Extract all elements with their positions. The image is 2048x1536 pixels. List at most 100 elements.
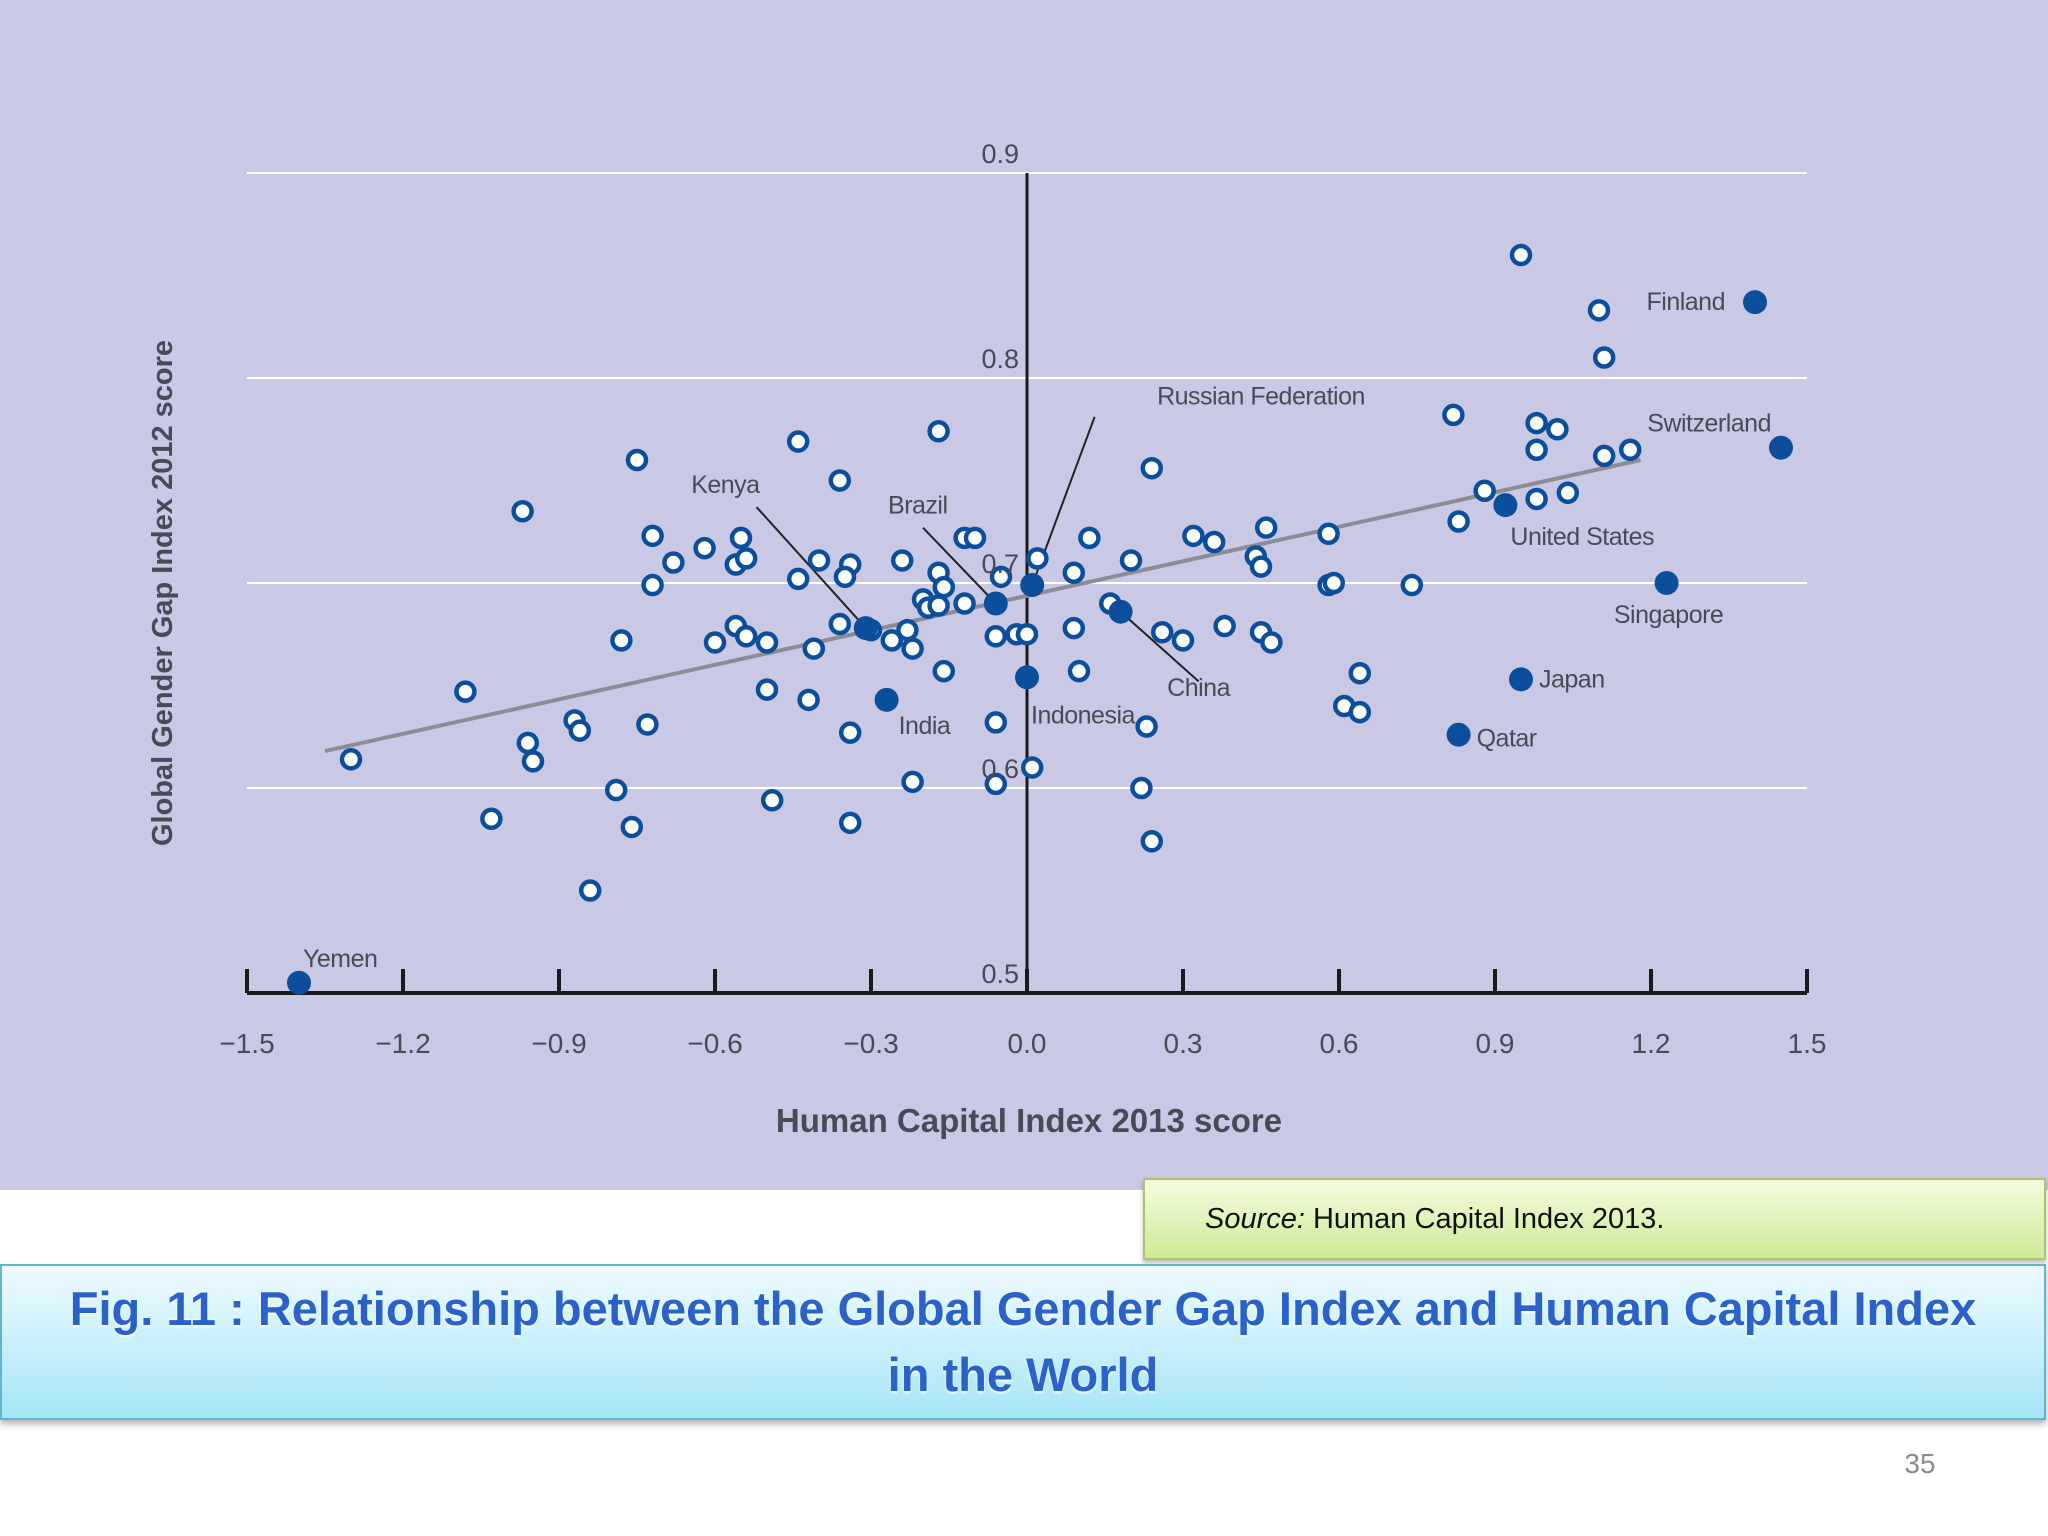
point-label: Qatar	[1477, 725, 1537, 753]
data-point	[838, 811, 862, 835]
highlight-point	[853, 616, 878, 641]
data-point	[755, 678, 779, 701]
data-point	[880, 629, 904, 652]
data-point	[786, 430, 810, 453]
data-point	[734, 547, 758, 570]
point-label: Switzerland	[1647, 410, 1771, 438]
data-point	[838, 721, 862, 744]
data-point	[620, 815, 644, 839]
data-point	[1078, 526, 1101, 550]
data-point	[604, 778, 628, 802]
data-point	[1442, 403, 1465, 427]
data-point	[1202, 530, 1226, 554]
data-point	[1249, 555, 1273, 578]
data-point	[896, 618, 919, 642]
data-point	[1062, 616, 1086, 640]
data-point	[927, 420, 950, 443]
data-point	[1171, 629, 1195, 652]
data-point	[625, 448, 649, 472]
highlight-point	[1493, 493, 1518, 518]
highlight-point	[874, 687, 899, 712]
caption-text: Fig. 11 : Relationship between the Globa…	[69, 1282, 1977, 1401]
data-point	[641, 573, 664, 597]
data-point	[1150, 620, 1174, 644]
data-point	[932, 659, 956, 683]
trend-line	[324, 458, 1642, 754]
data-point	[1067, 659, 1091, 683]
data-point	[734, 625, 758, 648]
leader-line	[922, 526, 997, 605]
data-point	[1140, 456, 1164, 480]
x-tick-label: −0.6	[687, 1028, 742, 1059]
data-point	[610, 629, 633, 652]
data-point	[890, 549, 914, 572]
data-point	[927, 594, 950, 617]
figure-caption: Fig. 11 : Relationship between the Globa…	[0, 1264, 2046, 1420]
source-prefix: Source:	[1205, 1202, 1305, 1235]
point-label: Japan	[1539, 665, 1605, 693]
data-point	[1525, 411, 1548, 435]
data-point	[1062, 561, 1086, 584]
data-point	[339, 748, 363, 771]
data-point	[1130, 776, 1153, 800]
data-point	[786, 567, 810, 591]
data-point	[1260, 631, 1283, 654]
highlight-point	[1015, 665, 1039, 690]
highlight-point	[983, 591, 1008, 616]
data-point	[807, 549, 831, 572]
x-tick-label: 1.2	[1632, 1028, 1671, 1059]
data-point	[578, 879, 602, 902]
data-point	[984, 625, 1008, 648]
point-label: India	[899, 712, 951, 740]
point-label: Yemen	[303, 945, 377, 973]
data-point	[1015, 623, 1039, 646]
data-point	[833, 565, 857, 589]
data-point	[1322, 571, 1346, 595]
data-point	[693, 536, 716, 560]
data-point	[1587, 299, 1611, 322]
data-point	[1447, 510, 1470, 533]
data-point	[454, 680, 477, 703]
y-tick-label: 0.9	[981, 139, 1019, 169]
data-point	[989, 565, 1013, 589]
x-tick-label: 0.3	[1164, 1028, 1203, 1059]
data-point	[901, 637, 924, 660]
point-label: Singapore	[1614, 601, 1723, 629]
highlight-point	[1509, 667, 1533, 692]
data-point	[1119, 549, 1143, 572]
data-point	[802, 637, 826, 660]
data-point	[1026, 547, 1049, 570]
data-point	[984, 772, 1008, 796]
x-tick-label: 0.6	[1320, 1028, 1359, 1059]
x-tick-label: −1.5	[219, 1028, 274, 1059]
data-point	[480, 807, 503, 830]
data-point	[1348, 700, 1372, 724]
source-note: Source: Human Capital Index 2013.	[1143, 1178, 2046, 1260]
data-point	[636, 713, 659, 736]
data-point	[729, 526, 753, 550]
x-tick-label: 1.5	[1788, 1028, 1827, 1059]
point-label: China	[1167, 674, 1230, 702]
data-point	[568, 719, 592, 742]
x-tick-label: −0.3	[843, 1028, 898, 1059]
y-tick-label: 0.6	[981, 754, 1019, 784]
data-point	[828, 612, 852, 636]
data-point	[1473, 479, 1496, 502]
point-label: United States	[1510, 523, 1654, 551]
data-point	[662, 551, 685, 574]
data-point	[1509, 243, 1533, 267]
data-point	[1592, 346, 1616, 369]
highlight-point	[1020, 573, 1045, 598]
x-tick-label: 0.0	[1008, 1028, 1047, 1059]
data-point	[1254, 516, 1278, 539]
y-axis-title: Global Gender Gap Index 2012 score	[147, 340, 179, 846]
data-point	[932, 575, 956, 599]
data-point	[755, 631, 779, 654]
data-point	[1317, 522, 1340, 546]
data-point	[1020, 756, 1044, 779]
data-point	[1348, 661, 1372, 685]
highlight-point	[1743, 290, 1767, 315]
highlight-point	[1108, 599, 1133, 624]
data-point	[1182, 524, 1205, 548]
point-label: Kenya	[691, 471, 760, 499]
